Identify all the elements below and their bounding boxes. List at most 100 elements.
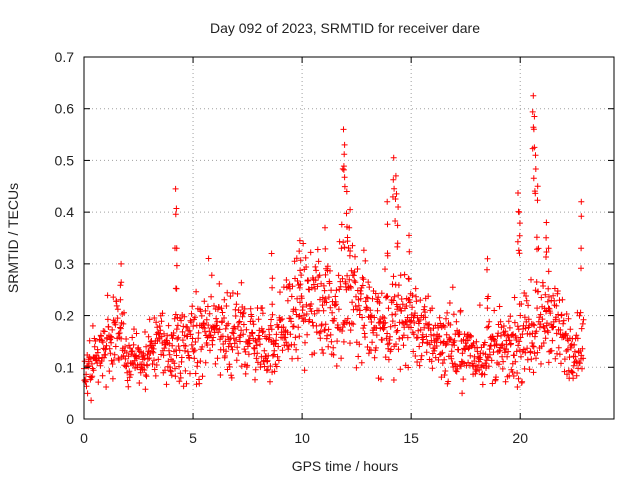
data-point	[359, 274, 366, 281]
data-point	[406, 248, 413, 255]
data-point	[236, 318, 243, 325]
data-point	[429, 305, 436, 312]
data-point	[142, 386, 149, 393]
data-point	[199, 373, 206, 380]
data-point	[216, 280, 223, 287]
data-point	[261, 347, 268, 354]
data-point	[479, 381, 486, 388]
data-point	[578, 213, 585, 220]
data-point	[294, 355, 301, 362]
data-point	[240, 309, 247, 316]
data-point	[367, 313, 374, 320]
data-point	[245, 351, 252, 358]
data-point	[491, 337, 498, 344]
data-point	[153, 362, 160, 368]
data-point	[370, 329, 377, 336]
data-point	[532, 190, 539, 197]
data-point	[157, 327, 164, 334]
data-point	[373, 332, 380, 339]
data-point	[397, 272, 404, 279]
data-point	[146, 355, 153, 362]
data-point	[371, 354, 378, 361]
data-point	[163, 381, 170, 388]
data-point	[410, 331, 417, 338]
data-point	[438, 350, 444, 357]
data-point	[353, 364, 360, 371]
data-point	[108, 334, 115, 341]
data-point	[534, 349, 541, 356]
x-tick-label: 15	[403, 430, 419, 446]
data-point	[331, 315, 338, 322]
data-point	[344, 238, 351, 245]
data-point	[339, 328, 346, 334]
data-point	[320, 350, 327, 357]
data-point	[395, 282, 402, 289]
data-point	[174, 322, 181, 329]
data-point	[422, 309, 428, 316]
data-point	[356, 341, 363, 348]
data-point	[346, 224, 353, 231]
data-point	[179, 337, 186, 344]
data-point	[297, 257, 304, 264]
data-point	[175, 343, 182, 350]
data-point	[352, 279, 359, 286]
data-point	[311, 350, 318, 357]
data-point	[239, 310, 246, 317]
data-point	[378, 290, 385, 297]
data-point	[136, 348, 143, 355]
data-point	[269, 352, 276, 359]
data-point	[428, 331, 434, 338]
data-point	[287, 331, 294, 338]
data-point	[218, 305, 225, 312]
data-point	[332, 302, 338, 309]
data-points	[81, 92, 587, 404]
data-point	[380, 326, 387, 332]
data-point	[449, 284, 456, 291]
data-point	[322, 271, 329, 278]
data-point	[348, 284, 354, 291]
data-point	[341, 174, 348, 181]
data-point	[92, 338, 99, 344]
data-point	[263, 367, 270, 374]
data-point	[500, 358, 507, 365]
data-point	[354, 306, 361, 313]
data-point	[191, 347, 198, 354]
data-point	[405, 364, 412, 371]
data-point	[288, 318, 295, 325]
data-point	[442, 368, 449, 374]
data-point	[151, 315, 158, 321]
data-point	[506, 324, 513, 331]
data-point	[235, 350, 242, 357]
data-point	[368, 319, 375, 325]
data-point	[344, 272, 351, 279]
data-point	[457, 307, 464, 314]
data-point	[553, 330, 560, 337]
data-point	[375, 294, 382, 301]
data-point	[238, 327, 245, 334]
data-point	[513, 348, 520, 355]
data-point	[264, 366, 271, 373]
data-point	[542, 335, 549, 342]
data-point	[501, 331, 508, 338]
data-point	[516, 232, 523, 239]
data-point	[435, 324, 442, 331]
data-point	[324, 332, 331, 339]
data-point	[392, 322, 398, 329]
data-point	[106, 368, 113, 375]
data-point	[485, 354, 492, 361]
data-point	[166, 347, 172, 354]
data-point	[417, 316, 423, 323]
data-point	[543, 234, 550, 241]
data-point	[376, 300, 383, 306]
data-point	[347, 327, 354, 334]
data-point	[253, 342, 260, 349]
data-point	[172, 211, 179, 218]
data-point	[176, 363, 182, 370]
data-point	[446, 336, 453, 343]
data-point	[309, 319, 316, 326]
data-point	[234, 344, 241, 351]
data-point	[146, 316, 153, 323]
data-point	[515, 375, 522, 382]
data-point	[347, 340, 353, 347]
data-point	[448, 355, 455, 362]
